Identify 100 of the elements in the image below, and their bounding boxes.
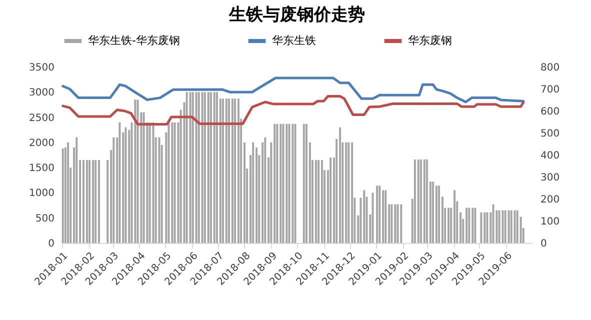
- bar: [192, 92, 194, 243]
- bar: [472, 208, 474, 243]
- bar: [432, 182, 434, 243]
- bar: [210, 92, 212, 243]
- bar: [423, 160, 426, 243]
- chart-title: 生铁与废钢价走势: [228, 5, 365, 25]
- y2-tick-label: 700: [540, 84, 560, 96]
- bar: [294, 124, 296, 243]
- bar: [330, 158, 332, 243]
- bar: [92, 160, 94, 243]
- bar: [213, 92, 216, 243]
- y2-tick-label: 800: [540, 62, 560, 74]
- bar: [201, 92, 204, 243]
- bar: [302, 124, 305, 243]
- bar: [516, 210, 518, 243]
- bar: [118, 122, 121, 243]
- bar: [320, 160, 323, 243]
- bar: [420, 160, 422, 243]
- y-tick-label: 1000: [29, 188, 54, 200]
- y2-tick-label: 0: [540, 238, 547, 250]
- bar: [454, 190, 456, 243]
- bar: [426, 160, 428, 243]
- y-tick-label: 1500: [29, 163, 54, 174]
- bar: [292, 124, 294, 243]
- bar: [448, 208, 450, 243]
- bar: [142, 112, 145, 243]
- bar: [486, 212, 488, 243]
- bar: [136, 100, 139, 243]
- y2-tick-label: 600: [540, 106, 560, 118]
- bar: [282, 124, 284, 243]
- y2-tick-label: 300: [540, 172, 560, 184]
- bar: [168, 122, 170, 243]
- bar: [508, 210, 510, 243]
- y-tick-label: 2500: [29, 112, 54, 124]
- y2-tick-label: 500: [540, 128, 560, 140]
- bar: [376, 186, 378, 243]
- y-tick-label: 3500: [29, 62, 54, 74]
- bar: [174, 122, 176, 243]
- bar: [198, 92, 200, 243]
- bar: [363, 190, 366, 243]
- bar: [207, 92, 210, 243]
- bar: [216, 92, 218, 243]
- bar: [286, 124, 288, 243]
- bar: [414, 160, 416, 243]
- bar: [351, 142, 354, 243]
- bar: [76, 137, 78, 243]
- bar: [484, 212, 486, 243]
- bar: [498, 210, 500, 243]
- bar: [195, 92, 198, 243]
- bar: [158, 137, 160, 243]
- bar: [62, 148, 64, 243]
- bar: [264, 137, 266, 243]
- line-series: [62, 95, 525, 126]
- bar: [384, 190, 387, 243]
- bar: [288, 124, 290, 243]
- bar: [510, 210, 512, 243]
- bar: [231, 98, 234, 243]
- bar: [514, 210, 516, 243]
- bar: [189, 92, 192, 243]
- bar: [67, 142, 70, 243]
- bar: [237, 98, 240, 243]
- y2-tick-label: 400: [540, 150, 560, 162]
- bar: [124, 127, 127, 243]
- bar: [396, 204, 399, 243]
- bar: [222, 98, 224, 243]
- bar: [314, 160, 317, 243]
- bar: [348, 142, 350, 243]
- bar: [82, 160, 85, 243]
- bar: [276, 124, 278, 243]
- y-tick-label: 500: [35, 213, 54, 224]
- bar: [435, 186, 438, 243]
- bar: [318, 160, 320, 243]
- bar: [274, 124, 276, 243]
- bar: [152, 122, 154, 243]
- y-tick-label: 3000: [29, 88, 54, 99]
- bar: [468, 208, 470, 243]
- y-tick-label: 2000: [29, 138, 54, 149]
- bar: [400, 204, 402, 243]
- bar: [112, 137, 115, 243]
- bar: [502, 210, 504, 243]
- bar: [204, 92, 206, 243]
- bar: [171, 122, 174, 243]
- bar: [98, 160, 100, 243]
- bar: [474, 208, 476, 243]
- bar: [372, 192, 374, 243]
- bar: [228, 98, 230, 243]
- y2-tick-label: 100: [540, 216, 560, 228]
- bar: [394, 204, 396, 243]
- bar: [134, 100, 136, 243]
- bar: [305, 124, 308, 243]
- bar: [378, 186, 381, 243]
- bar: [94, 160, 97, 243]
- y-tick-label: 0: [48, 238, 54, 250]
- bar: [234, 98, 236, 243]
- bar: [345, 142, 348, 243]
- bar: [225, 98, 228, 243]
- bar: [148, 122, 151, 243]
- y2-tick-label: 200: [540, 194, 560, 206]
- bar: [438, 186, 440, 243]
- bar: [466, 208, 468, 243]
